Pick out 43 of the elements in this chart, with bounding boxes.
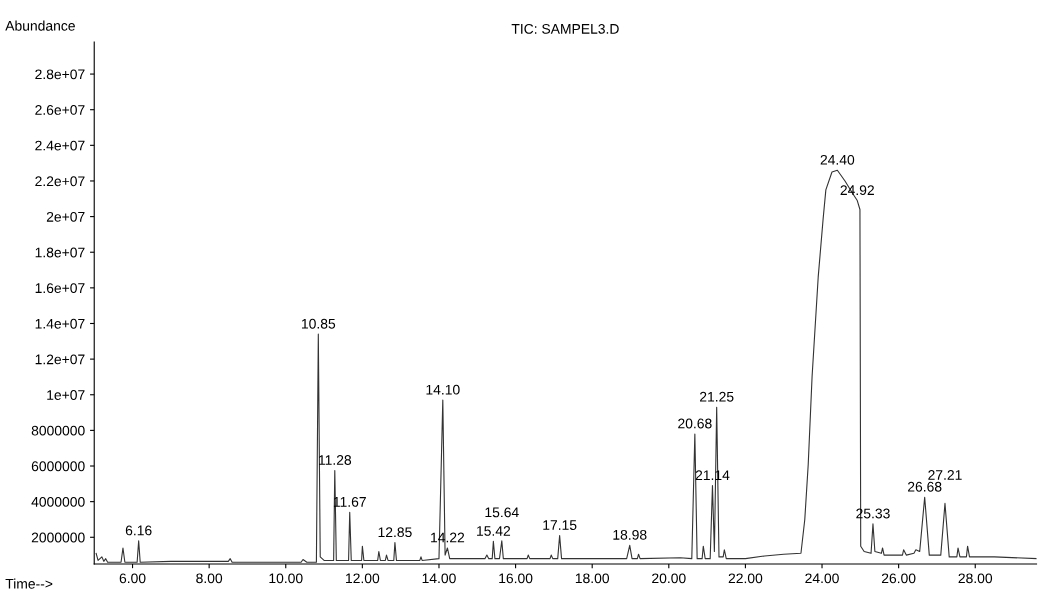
y-tick-label: 1.6e+07 xyxy=(35,283,85,294)
x-tick-label: 16.00 xyxy=(499,573,533,584)
annotation: 20.68 xyxy=(678,418,712,429)
annotation: 24.92 xyxy=(840,185,874,196)
y-tick-label: 8000000 xyxy=(31,425,85,436)
annotation: 26.68 xyxy=(908,481,942,492)
x-axis-title: Time--> xyxy=(5,578,53,589)
y-tick-label: 6000000 xyxy=(31,461,85,472)
x-tick-label: 10.00 xyxy=(269,573,303,584)
y-tick-label: 2.4e+07 xyxy=(35,140,85,151)
annotation: 17.15 xyxy=(543,520,577,530)
x-tick-label: 18.00 xyxy=(575,573,610,584)
x-tick-label: 12.00 xyxy=(346,573,380,584)
x-tick-label: 14.00 xyxy=(422,573,456,584)
y-tick-label: 1.8e+07 xyxy=(35,247,85,258)
x-tick-label: 28.00 xyxy=(958,573,993,584)
annotation: 12.85 xyxy=(378,527,412,538)
chart-title: TIC: SAMPEL3.D xyxy=(511,23,619,34)
y-tick-label: 2e+07 xyxy=(46,211,85,222)
annotation: 24.40 xyxy=(820,154,855,165)
y-tick-label: 4000000 xyxy=(31,496,85,507)
y-tick-label: 2.6e+07 xyxy=(35,105,85,115)
x-tick-label: 22.00 xyxy=(728,573,763,584)
annotation: 6.16 xyxy=(125,525,152,536)
x-tick-label: 6.00 xyxy=(119,573,146,584)
y-tick-label: 1e+07 xyxy=(47,390,85,400)
annotation: 18.98 xyxy=(613,529,647,540)
y-tick-label: 2.2e+07 xyxy=(35,176,85,187)
annotation: 27.21 xyxy=(928,470,962,480)
x-tick-label: 26.00 xyxy=(881,573,916,584)
y-axis-title: Abundance xyxy=(5,20,75,31)
y-tick-label: 2.8e+07 xyxy=(35,69,85,80)
x-tick-label: 8.00 xyxy=(196,573,223,584)
y-tick-label: 1.4e+07 xyxy=(35,318,85,329)
annotation: 15.42 xyxy=(477,526,511,536)
x-tick-label: 20.00 xyxy=(652,573,686,584)
annotation: 10.85 xyxy=(302,318,336,329)
y-tick-label: 1.2e+07 xyxy=(35,354,85,365)
annotation: 15.64 xyxy=(485,507,519,518)
x-tick-label: 24.00 xyxy=(805,573,839,584)
y-tick-label: 2000000 xyxy=(31,532,85,543)
annotation: 21.25 xyxy=(700,391,734,402)
annotation: 14.10 xyxy=(426,384,460,395)
